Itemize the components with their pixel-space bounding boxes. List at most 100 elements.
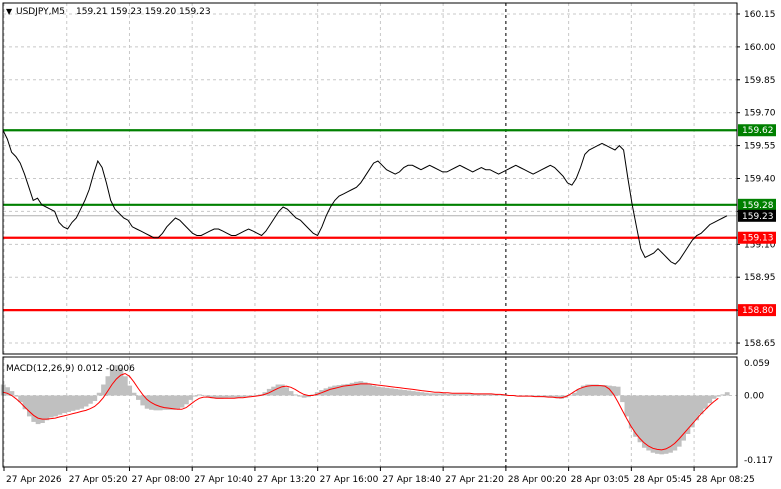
macd-bar (362, 382, 368, 396)
ohlc-values: 159.21 159.23 159.20 159.23 (76, 7, 211, 17)
macd-bar (720, 394, 726, 396)
price-tick-label: 158.65 (744, 339, 776, 349)
level-price-badge (738, 304, 776, 317)
macd-bar (306, 395, 311, 398)
macd-bar (284, 387, 290, 396)
macd-bar (53, 395, 58, 417)
macd-bar (663, 395, 669, 454)
macd-bar (40, 395, 45, 423)
macd-bar (659, 395, 665, 455)
macd-bar (611, 386, 617, 396)
macd-signal-line (2, 372, 719, 451)
macd-bar (375, 386, 381, 396)
macd-bar (188, 395, 194, 400)
macd-bar (450, 393, 455, 396)
macd-bar (231, 395, 237, 398)
macd-bar (170, 395, 176, 410)
time-tick-label: 27 Apr 16:00 (320, 475, 379, 485)
time-tick-label: 27 Apr 18:40 (382, 475, 441, 485)
macd-bar (301, 395, 307, 398)
macd-bar (498, 394, 503, 396)
macd-bar (585, 384, 591, 396)
chart-header: ▼ USDJPY,M5 159.21 159.23 159.20 159.23 (6, 7, 211, 17)
price-tick-label: 159.40 (744, 175, 776, 185)
macd-bar (13, 395, 19, 397)
macd-bar (484, 394, 490, 396)
macd-bar (502, 395, 508, 396)
macd-group (0, 365, 730, 455)
time-tick-label: 28 Apr 08:25 (696, 475, 755, 485)
macd-panel-frame (2, 356, 738, 468)
level-price-label: 159.13 (742, 234, 774, 244)
macd-bar (140, 395, 146, 406)
macd-bar (576, 388, 582, 396)
macd-bar (74, 395, 80, 410)
macd-bar (323, 388, 329, 396)
macd-bar (367, 383, 372, 396)
macd-bar (633, 395, 638, 437)
macd-bar (707, 395, 713, 404)
price-tick-label: 159.70 (744, 109, 776, 119)
macd-bar (458, 393, 464, 396)
macd-bar (685, 395, 691, 434)
symbol-timeframe: USDJPY,M5 (16, 7, 65, 17)
level-price-label: 159.28 (742, 201, 774, 211)
macd-bar (354, 381, 359, 396)
macd-bar (607, 385, 612, 396)
macd-bar (96, 392, 102, 396)
macd-bar (127, 385, 133, 396)
time-tick-label: 27 Apr 08:00 (131, 475, 190, 485)
macd-bar (240, 395, 246, 398)
price-line (2, 129, 728, 265)
macd-bar (423, 392, 429, 396)
macd-bar (118, 368, 124, 396)
macd-bar (655, 395, 660, 454)
macd-bar (227, 395, 233, 398)
macd-bar (436, 393, 442, 396)
macd-bar (384, 387, 390, 396)
time-tick-label: 27 Apr 05:20 (69, 475, 128, 485)
macd-label: MACD(12,26,9) 0.012 -0.006 (6, 364, 135, 374)
macd-bar (580, 385, 586, 396)
macd-bar (79, 395, 85, 409)
macd-bar (101, 384, 106, 396)
macd-bar (245, 395, 250, 397)
macd-bar (144, 395, 150, 409)
time-tick-label: 27 Apr 10:40 (194, 475, 253, 485)
macd-bar (554, 395, 560, 399)
macd-bar (293, 394, 298, 396)
macd-bar (550, 395, 556, 398)
macd-bar (288, 391, 294, 396)
triangle-down-icon[interactable]: ▼ (6, 7, 13, 16)
macd-bar (22, 395, 28, 410)
macd-bar (650, 395, 656, 453)
macd-bar (620, 395, 625, 403)
macd-bar (467, 393, 473, 396)
macd-bar (397, 389, 403, 396)
macd-bar (689, 395, 695, 428)
time-tick-label: 28 Apr 05:45 (633, 475, 692, 485)
level-price-labels: 159.62 159.28 159.13 158.80 159.23 (738, 124, 776, 317)
macd-tick-label: -0.117 (744, 456, 773, 466)
axis-labels: 27 Apr 2026 27 Apr 05:20 27 Apr 08:00 27 Ap… (3, 10, 776, 485)
macd-bar (275, 384, 281, 396)
macd-bar (716, 395, 721, 397)
macd-bar (18, 395, 24, 403)
macd-bar (166, 395, 172, 410)
macd-bar (341, 384, 346, 396)
macd-bar (122, 376, 128, 396)
macd-bar (415, 391, 420, 396)
macd-bar (9, 391, 15, 396)
macd-tick-label: 0.00 (744, 392, 764, 402)
macd-bar (537, 395, 543, 397)
macd-bar (184, 395, 189, 405)
macd-bar (192, 395, 198, 397)
macd-bar (388, 388, 394, 396)
macd-bar (532, 395, 538, 397)
macd-bar (61, 395, 67, 414)
macd-bar (681, 395, 686, 441)
current-price-label: 159.23 (742, 212, 774, 222)
macd-bar (35, 395, 41, 425)
macd-bar (48, 395, 54, 418)
macd-bar (615, 386, 621, 396)
